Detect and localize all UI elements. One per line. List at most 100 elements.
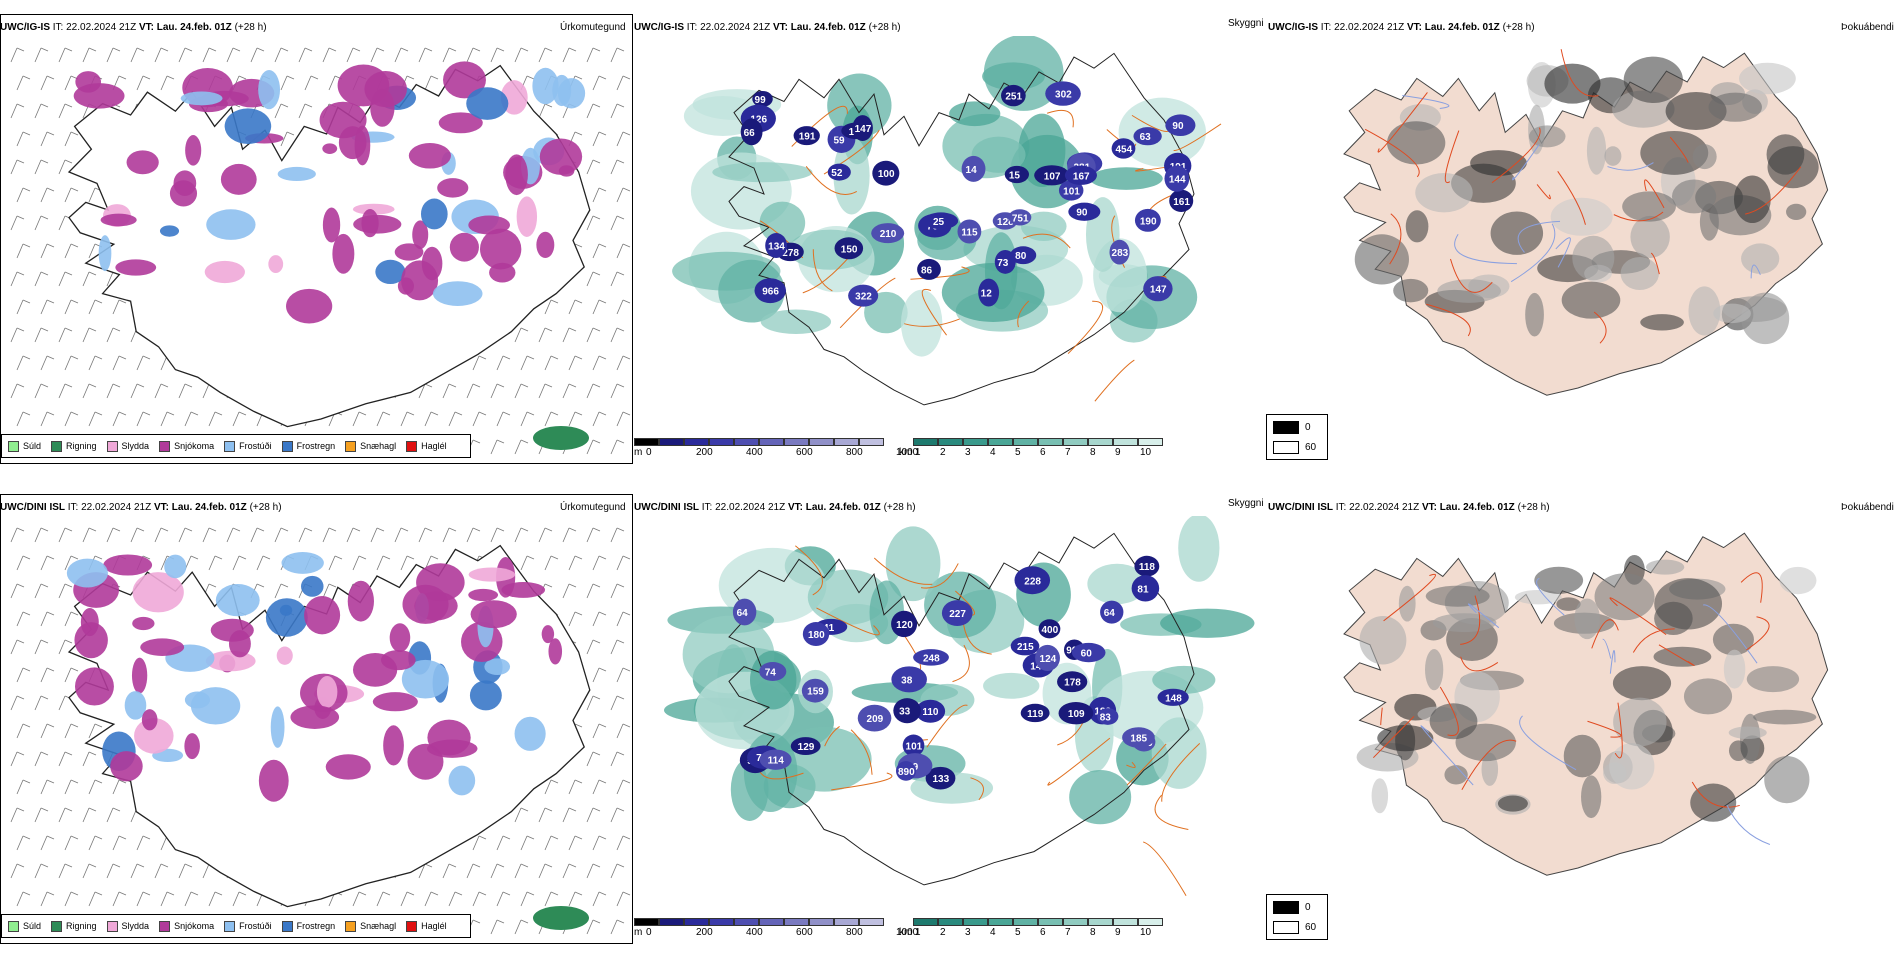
wind-barb-flag [40,527,49,532]
wind-barb [586,863,594,879]
low-cloud-area [917,258,941,280]
wind-barb-flag [40,863,49,868]
wind-barb-flag [64,159,73,164]
visibility-area [1151,717,1207,789]
vt-value: Lau. 24.feb. 01Z [1439,502,1515,513]
cloud-base-label: 12 [981,289,993,300]
fog-legend-label: 0 [1305,422,1311,433]
wind-barb-flag [16,639,25,644]
wind-barb [592,187,600,203]
wind-barb-flag [544,47,553,52]
precip-area [354,125,371,166]
wind-barb [544,835,552,851]
wind-barb-flag [118,891,127,896]
colorbar-segment [659,918,684,926]
colorbar-segment [634,918,659,926]
precip-area [505,154,528,196]
colorbar-tick: 7 [1065,927,1071,938]
wind-barb [106,383,114,399]
precip-type-panel: UWC/DINI ISL IT: 22.02.2024 21Z VT: Lau.… [0,480,635,950]
wind-barb [34,383,42,399]
fog-area [1746,666,1800,693]
wind-barb [40,667,48,683]
legend-swatch [345,440,357,452]
precip-type-map [10,47,631,455]
legend-swatch [106,440,118,452]
panel-title-line: UWC/IG-IS IT: 22.02.2024 21Z VT: Lau. 24… [0,22,267,33]
wind-barb-flag [94,835,103,840]
precip-area [432,281,483,307]
wind-barb [514,439,522,455]
wind-barb-flag [598,75,607,80]
cloud-base-label: 120 [896,620,913,631]
panel-type-label: Úrkomutegund [560,502,626,513]
wind-barb [586,47,594,63]
precip-area [469,680,502,711]
wind-barb-flag [88,751,97,756]
rain-area [533,906,589,930]
wind-barb [16,243,24,259]
wind-barb-flag [616,639,625,644]
precip-area [347,580,374,622]
fog-area [1766,134,1805,175]
wind-barb [370,47,378,63]
visibility-colorbar: km 1 2 3 4 5 6 7 8 9 10 [899,918,1163,940]
legend-item: Snjókoma [159,920,214,932]
wind-barb-flag [496,919,505,924]
colorbar-segment [834,918,859,926]
wind-barb [610,751,618,767]
wind-barb [10,863,18,879]
cloud-base-label: 119 [1027,709,1044,720]
wind-barb [112,411,120,427]
colorbar-segment [1138,918,1163,926]
low-cloud-area [1164,165,1190,192]
wind-barb [202,47,210,63]
low-cloud-area [915,699,946,723]
wind-barb [496,835,504,851]
precip-area [276,646,293,665]
wind-barb-flag [16,383,25,388]
cloud-base-label: 74 [765,667,777,678]
wind-barb-flag [478,835,487,840]
wind-barb-flag [598,555,607,560]
wind-barb-flag [118,75,127,80]
precip-area [258,759,289,802]
legend-item: Slydda [106,440,149,452]
wind-barb-flag [592,695,601,700]
vt-value: Lau. 24.feb. 01Z [156,22,232,33]
wind-barb [592,723,600,739]
road-line [1439,686,1459,737]
wind-barb-flag [16,215,25,220]
wind-barb [64,779,72,795]
legend-swatch [224,440,236,452]
wind-barb [34,863,42,879]
wind-barb [616,555,624,571]
legend-label: Snjókoma [174,441,215,451]
low-cloud-area [893,698,921,724]
vt-label: VT: [787,502,803,513]
wind-barb-flag [616,807,625,812]
low-cloud-area [1068,202,1101,221]
wind-barb [568,355,576,371]
wind-barb-flag [46,187,55,192]
colorbar-tick: 3 [965,447,971,458]
wind-barb [64,555,72,571]
wind-barb [586,639,594,655]
wind-barb [346,527,354,543]
wind-barb [16,611,24,627]
wind-barb [10,47,18,63]
low-cloud-area [891,610,918,638]
wind-barb-flag [406,555,415,560]
low-cloud-area [923,212,959,230]
wind-barb-flag [478,891,487,896]
wind-barb-flag [430,891,439,896]
colorbar-segment [938,438,963,446]
colorbar-tick: 7 [1065,447,1071,458]
wind-barb-flag [46,299,55,304]
wind-barb-flag [502,355,511,360]
wind-barb-flag [208,527,217,532]
wind-barb-flag [22,667,31,672]
wind-barb-flag [472,47,481,52]
wind-barb-flag [502,411,511,416]
wind-barb [616,891,624,907]
